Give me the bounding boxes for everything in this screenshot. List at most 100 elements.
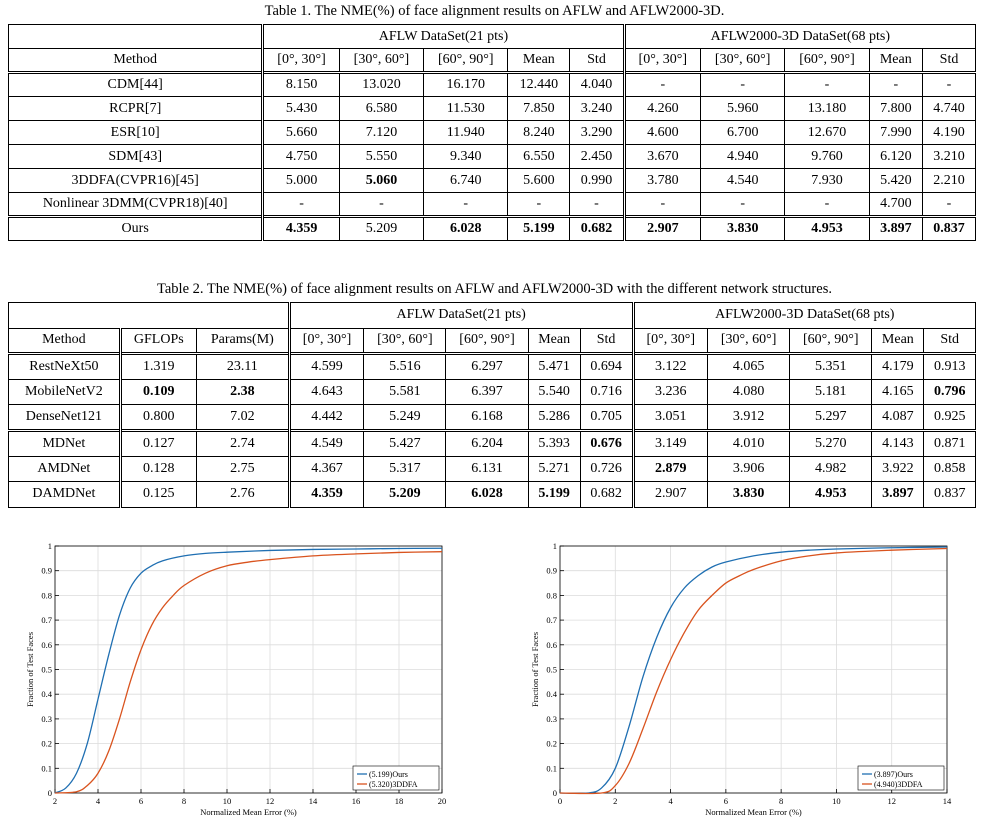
table2-value-cell: 0.913 xyxy=(923,352,976,380)
table1-value-cell: 6.120 xyxy=(868,144,924,169)
table1-value-cell: 2.450 xyxy=(569,144,625,169)
table1-row: 3DDFA(CVPR16)[45] 5.000 5.060 6.740 5.600 0.9… xyxy=(7,168,976,193)
table1-value-cell: 5.600 xyxy=(507,168,571,193)
table1-value-cell: 7.850 xyxy=(507,96,571,121)
table2-value-cell: 3.122 xyxy=(631,352,709,380)
table2-value-cell: 5.581 xyxy=(363,378,447,406)
table2-value-cell: 5.286 xyxy=(527,404,581,431)
table1-column-header: Method xyxy=(7,48,264,73)
table2-value-cell: 3.897 xyxy=(871,481,925,508)
table2-value-cell: 0.726 xyxy=(579,455,634,483)
x-tick-label: 6 xyxy=(724,796,728,806)
table2-value-cell: 4.143 xyxy=(871,428,925,457)
table2-value-cell: 3.830 xyxy=(707,481,791,508)
table2-value-cell: 3.236 xyxy=(631,378,709,406)
table1-value-cell: 7.120 xyxy=(338,120,425,145)
y-tick-label: 0.7 xyxy=(41,615,52,625)
table2-value-cell: 4.080 xyxy=(707,378,791,406)
table1-value-cell: - xyxy=(338,192,425,217)
x-tick-label: 2 xyxy=(613,796,617,806)
table2-value-cell: 5.393 xyxy=(527,428,581,457)
table2-column-header: Method xyxy=(8,327,121,355)
table1-value-cell: 4.940 xyxy=(700,144,786,169)
table1-value-cell: 3.830 xyxy=(700,215,786,241)
table2-value-cell: 6.397 xyxy=(445,378,529,406)
table2-group-header-row: AFLW DataSet(21 pts) AFLW2000-3D DataSet(… xyxy=(8,302,976,329)
series-line-3ddfa xyxy=(54,551,443,794)
table2-value-cell: 0.800 xyxy=(118,404,197,431)
table1-value-cell: 5.420 xyxy=(868,168,924,193)
table1-value-cell: 6.700 xyxy=(700,120,786,145)
table1-value-cell: 7.800 xyxy=(868,96,924,121)
table1-value-cell: 3.780 xyxy=(622,168,702,193)
table1-value-cell: - xyxy=(622,192,702,217)
table1-value-cell: 4.190 xyxy=(922,120,976,145)
table2-method-cell: DAMDNet xyxy=(8,481,121,508)
table2-value-cell: 4.599 xyxy=(287,352,365,380)
y-tick-label: 0.9 xyxy=(41,566,52,576)
y-tick-label: 0.3 xyxy=(546,714,557,724)
table2-group-aflw: AFLW DataSet(21 pts) xyxy=(287,302,634,329)
table1-value-cell: - xyxy=(922,71,976,97)
x-tick-label: 12 xyxy=(887,796,896,806)
table1-column-header: Mean xyxy=(507,48,571,73)
table1-value-cell: 3.210 xyxy=(922,144,976,169)
x-tick-label: 14 xyxy=(943,796,952,806)
table1-value-cell: 5.209 xyxy=(338,215,425,241)
table2-column-header: [30°, 60°] xyxy=(363,327,447,355)
y-tick-label: 0.2 xyxy=(41,739,52,749)
y-tick-label: 0.5 xyxy=(546,665,557,675)
table2-row: MDNet 0.127 2.74 4.549 5.427 6.204 5.393 0.676 3… xyxy=(8,428,976,457)
table2-value-cell: 4.179 xyxy=(871,352,925,380)
table1-value-cell: 5.060 xyxy=(338,168,425,193)
legend-label: (5.199)Ours xyxy=(369,770,408,779)
table2-column-header: GFLOPs xyxy=(118,327,197,355)
table1-value-cell: 5.430 xyxy=(261,96,340,121)
table2-value-cell: 0.109 xyxy=(118,378,197,406)
table1-value-cell: 0.682 xyxy=(569,215,625,241)
table1-value-cell: 16.170 xyxy=(423,71,509,97)
table2-value-cell: 5.516 xyxy=(363,352,447,380)
table2-value-cell: 3.922 xyxy=(871,455,925,483)
table2-method-cell: RestNeXt50 xyxy=(8,352,121,380)
table2-value-cell: 4.065 xyxy=(707,352,791,380)
x-tick-label: 10 xyxy=(832,796,841,806)
table2-value-cell: 2.76 xyxy=(195,481,290,508)
table1-value-cell: - xyxy=(784,192,870,217)
y-tick-label: 0.8 xyxy=(41,590,52,600)
table1-method-cell: ESR[10] xyxy=(7,120,264,145)
table2-value-cell: 4.643 xyxy=(287,378,365,406)
x-tick-label: 4 xyxy=(668,796,673,806)
y-tick-label: 1 xyxy=(48,541,52,551)
x-axis-label: Normalized Mean Error (%) xyxy=(705,807,802,817)
table2-value-cell: 2.38 xyxy=(195,378,290,406)
table2-value-cell: 6.028 xyxy=(445,481,529,508)
x-axis-label: Normalized Mean Error (%) xyxy=(200,807,297,817)
chart-aflw-ced: 2 4 6 8 10 12 14 16 18 20 0 0.1 0.2 0.3 0.4 0.5 0.6 0.7 0.… xyxy=(25,541,446,817)
table1-value-cell: 4.260 xyxy=(622,96,702,121)
series-line-ours xyxy=(54,547,443,794)
table1-column-header: [30°, 60°] xyxy=(338,48,425,73)
chart-aflw2000-ced: 0 2 4 6 8 10 12 14 0 0.1 0.2 0.3 0.4 0.5 0.6 0.7 0.8 0.9 1… xyxy=(530,541,952,817)
x-tick-label: 10 xyxy=(223,796,232,806)
table1-value-cell: 8.150 xyxy=(261,71,340,97)
table1-blank-cell xyxy=(7,24,264,49)
table2-group-aflw2000: AFLW2000-3D DataSet(68 pts) xyxy=(631,302,976,329)
table2-value-cell: 0.871 xyxy=(923,428,976,457)
y-tick-label: 0.4 xyxy=(41,689,52,699)
table1-column-header: Mean xyxy=(868,48,924,73)
table1-method-cell: CDM[44] xyxy=(7,71,264,97)
table1-row: Ours 4.359 5.209 6.028 5.199 0.682 2.907 3.830 4… xyxy=(7,215,976,241)
table1-value-cell: 2.907 xyxy=(622,215,702,241)
table1-row: Nonlinear 3DMM(CVPR18)[40] - - - - - - - -4.700- xyxy=(7,192,976,217)
table2-value-cell: 5.471 xyxy=(527,352,581,380)
table1-row: ESR[10] 5.660 7.120 11.940 8.240 3.290 4.600 6.… xyxy=(7,120,976,145)
y-tick-label: 0.9 xyxy=(546,566,557,576)
table2-column-header: [60°, 90°] xyxy=(789,327,873,355)
y-tick-label: 0.1 xyxy=(41,763,52,773)
table1-value-cell: - xyxy=(622,71,702,97)
table2-method-cell: DenseNet121 xyxy=(8,404,121,431)
table1-column-header: [60°, 90°] xyxy=(423,48,509,73)
table2-value-cell: 4.087 xyxy=(871,404,925,431)
table2-column-header: Mean xyxy=(527,327,581,355)
